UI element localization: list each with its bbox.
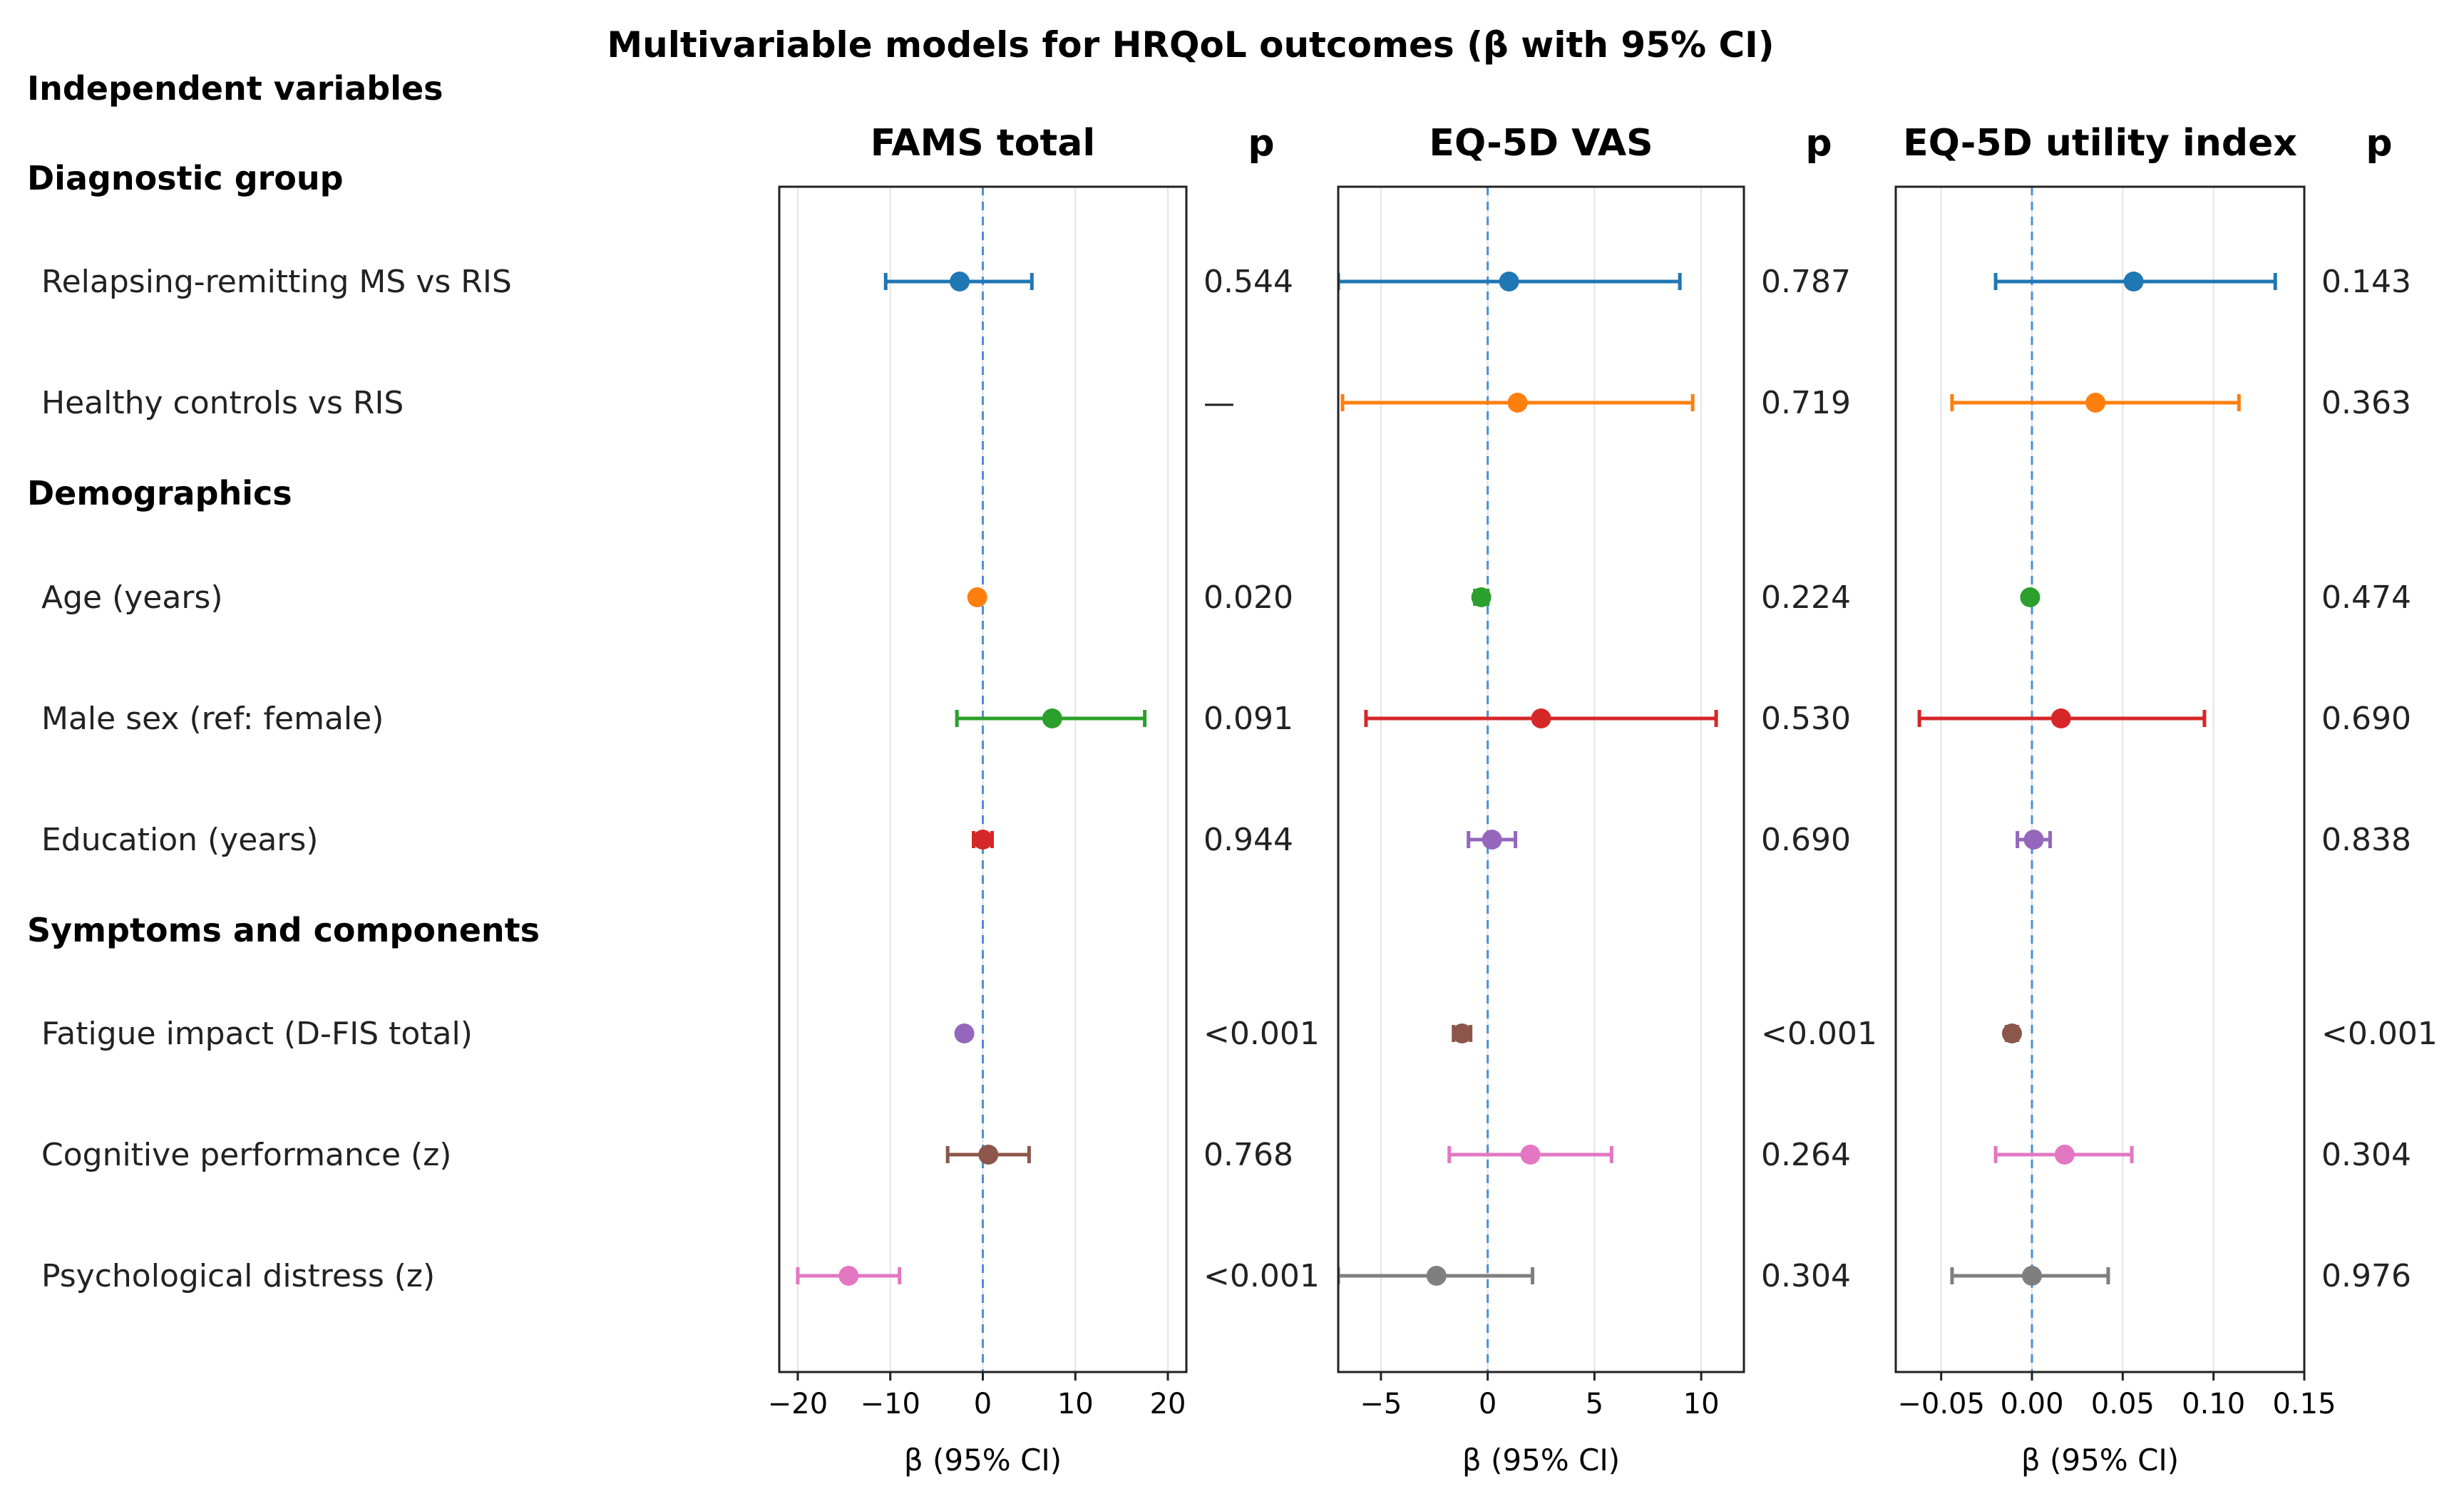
x-tick-label: −0.05 <box>1897 1388 1985 1420</box>
p-value: 0.719 <box>1761 385 1851 421</box>
panel-2: −0.05 0.00 0.05 0.10 0.15 EQ-5D utility index… <box>1894 122 2438 1478</box>
x-tick-label: 10 <box>1683 1388 1720 1420</box>
row-label: Male sex (ref: female) <box>41 701 384 737</box>
p-value: 0.224 <box>1761 579 1851 616</box>
x-tick-label: 10 <box>1057 1388 1094 1420</box>
point-estimate <box>1520 1145 1541 1165</box>
point-estimate <box>2001 1023 2022 1043</box>
group-label: Demographics <box>27 474 292 512</box>
point-estimate <box>2023 830 2044 850</box>
point-estimate <box>950 272 970 292</box>
x-tick-label: 5 <box>1586 1388 1603 1420</box>
panel-title: FAMS total <box>871 122 1095 165</box>
point-estimate <box>2022 1266 2042 1286</box>
p-value: 0.363 <box>2321 385 2411 421</box>
x-tick-label: 20 <box>1150 1388 1186 1420</box>
panel-frame <box>1894 185 2306 1373</box>
marks <box>1338 272 1718 1286</box>
x-tick-label: −10 <box>861 1388 920 1420</box>
p-column-header: p <box>1248 122 1274 165</box>
x-axis-label: β (95% CI) <box>1462 1443 1620 1478</box>
group-label: Diagnostic group <box>27 159 344 197</box>
p-column-header: p <box>2366 122 2392 165</box>
panel-1: −5 0 5 10 EQ-5D VAS β (95% CI) p 0.787 0.719 0.22… <box>1337 122 1877 1478</box>
p-column-header: p <box>1805 122 1832 165</box>
p-value: <0.001 <box>1203 1016 1320 1052</box>
panel-frame <box>1337 185 1745 1373</box>
p-value: 0.304 <box>1761 1258 1851 1294</box>
x-axis-label: β (95% CI) <box>904 1443 1062 1478</box>
point-estimate <box>2050 708 2071 728</box>
point-estimate <box>1499 272 1519 292</box>
p-value: 0.690 <box>2321 701 2411 737</box>
row-label: Education (years) <box>41 822 318 858</box>
point-estimate <box>954 1023 975 1043</box>
p-value: 0.474 <box>2321 579 2411 616</box>
p-value: 0.787 <box>1761 264 1851 300</box>
row-label: Relapsing-remitting MS vs RIS <box>41 264 512 300</box>
marks <box>796 272 1147 1286</box>
p-value: 0.304 <box>2321 1137 2411 1173</box>
p-value: 0.264 <box>1761 1137 1851 1173</box>
row-label: Healthy controls vs RIS <box>41 385 404 421</box>
point-estimate <box>1471 587 1492 607</box>
p-value: 0.944 <box>1203 822 1293 858</box>
marks <box>1917 272 2277 1286</box>
x-tick-label: 0 <box>974 1388 992 1420</box>
point-estimate <box>1426 1266 1447 1286</box>
point-estimate <box>2085 393 2106 413</box>
x-tick-label: 0.05 <box>2091 1388 2155 1420</box>
x-axis-label: β (95% CI) <box>2021 1443 2179 1478</box>
panel-title: EQ-5D utility index <box>1903 122 2297 165</box>
p-value: 0.020 <box>1203 579 1293 616</box>
p-value: 0.091 <box>1203 701 1293 737</box>
p-value: 0.544 <box>1203 264 1293 300</box>
point-estimate <box>838 1266 859 1286</box>
point-estimate <box>1507 393 1528 413</box>
row-label: Psychological distress (z) <box>41 1258 435 1294</box>
p-value: — <box>1203 385 1235 421</box>
x-tick-label: 0.00 <box>2000 1388 2063 1420</box>
panels: −20 −10 0 10 20 FAMS total β (95% CI) p 0.544 — 0.… <box>768 122 2438 1478</box>
chart-title: Multivariable models for HRQoL outcomes … <box>607 24 1774 66</box>
x-tick-label: 0.15 <box>2272 1388 2336 1420</box>
panel-title: EQ-5D VAS <box>1429 122 1653 165</box>
x-tick-label: −20 <box>768 1388 828 1420</box>
panel-0: −20 −10 0 10 20 FAMS total β (95% CI) p 0.544 — 0.… <box>768 122 1320 1478</box>
point-estimate <box>2020 587 2040 607</box>
row-labels: Diagnostic group Relapsing-remitting MS v… <box>27 159 540 1294</box>
point-estimate <box>2054 1145 2075 1165</box>
p-value: <0.001 <box>1761 1016 1877 1052</box>
x-tick-label: 0.10 <box>2182 1388 2245 1420</box>
x-tick-label: −5 <box>1360 1388 1402 1420</box>
group-label: Symptoms and components <box>27 911 540 949</box>
point-estimate <box>2123 272 2144 292</box>
point-estimate <box>967 587 987 607</box>
p-value: 0.976 <box>2321 1258 2411 1294</box>
p-value: <0.001 <box>1203 1258 1320 1294</box>
point-estimate <box>972 830 993 850</box>
point-estimate <box>1452 1023 1472 1043</box>
p-value: <0.001 <box>2321 1016 2438 1052</box>
row-label: Age (years) <box>41 579 223 616</box>
point-estimate <box>1482 830 1502 850</box>
point-estimate <box>1042 708 1062 728</box>
row-label: Fatigue impact (D-FIS total) <box>41 1016 473 1052</box>
p-value: 0.838 <box>2321 822 2411 858</box>
point-estimate <box>1531 708 1551 728</box>
point-estimate <box>978 1145 999 1165</box>
p-value: 0.530 <box>1761 701 1851 737</box>
row-label: Cognitive performance (z) <box>41 1137 451 1173</box>
p-value: 0.690 <box>1761 822 1851 858</box>
p-value: 0.143 <box>2321 264 2411 300</box>
row-header: Independent variables <box>27 69 443 108</box>
p-value: 0.768 <box>1203 1137 1293 1173</box>
x-tick-label: 0 <box>1479 1388 1497 1420</box>
